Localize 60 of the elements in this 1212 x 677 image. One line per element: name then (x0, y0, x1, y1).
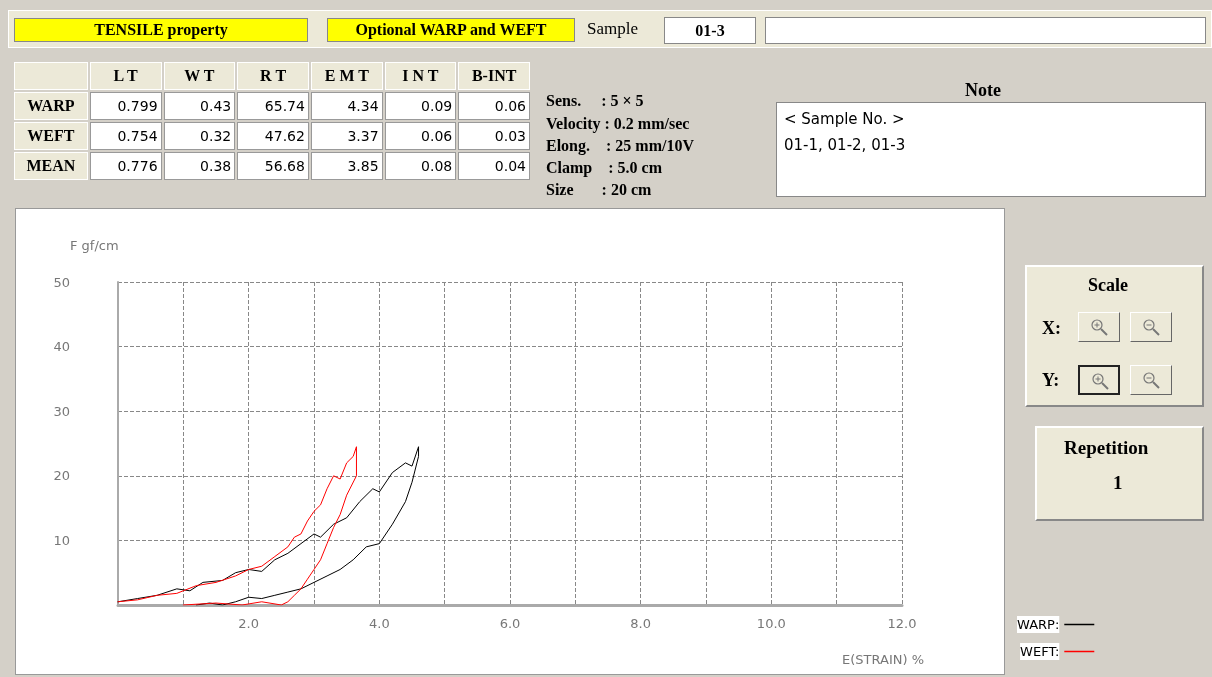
text: 0.776 (117, 158, 158, 174)
text: Repetition (1064, 437, 1149, 459)
text: 47.62 (264, 128, 305, 144)
text: Elong. : 25 mm/10V (546, 137, 694, 155)
text: 0.754 (117, 128, 158, 144)
text: 0.06 (421, 128, 453, 144)
text: 01-1, 01-2, 01-3 (784, 136, 906, 154)
text: Velocity : 0.2 mm/sec (546, 115, 690, 133)
text: 65.74 (264, 98, 305, 114)
category-label: R T (237, 62, 309, 90)
y-axis-title: F gf/cm (70, 238, 119, 253)
x-tick-label: 6.0 (499, 616, 521, 631)
category-label: WARP (27, 97, 75, 114)
text: Note (965, 80, 1001, 101)
x-tick-label: 12.0 (887, 616, 917, 631)
y-tick-label: 40 (53, 339, 70, 355)
text: Optional WARP and WEFT (327, 18, 575, 42)
text: 56.68 (264, 158, 305, 174)
category-label: E M T (310, 62, 383, 90)
text: Sens. : 5 × 5 (546, 92, 644, 110)
x-tick-label: 4.0 (368, 616, 390, 631)
category-label: W T (163, 62, 236, 90)
text: Clamp : 5.0 cm (546, 159, 662, 177)
text: 0.799 (117, 98, 158, 114)
y-tick-label: 20 (53, 468, 70, 484)
text: X: (1042, 318, 1061, 339)
category-label: WEFT (27, 127, 75, 144)
text: 0.03 (494, 128, 526, 144)
category-label: MEAN (26, 157, 76, 174)
text: 0.43 (200, 98, 232, 114)
text: < Sample No. > (784, 110, 905, 128)
text: 0.04 (494, 158, 526, 174)
legend-label: WARP: (1016, 617, 1060, 632)
text: 4.34 (347, 98, 379, 114)
x-axis-title: E(STRAIN) % (842, 652, 924, 667)
text: 3.37 (347, 128, 379, 144)
text: TENSILE property (14, 18, 308, 42)
y-tick-label: 10 (53, 532, 70, 548)
y-tick-label: 30 (53, 403, 70, 419)
text: Y: (1042, 370, 1060, 391)
text: 0.06 (494, 98, 526, 114)
category-label: I N T (384, 62, 457, 90)
x-tick-label: 2.0 (238, 616, 260, 631)
legend-label: WEFT: (1020, 644, 1060, 659)
text: 0.32 (200, 128, 232, 144)
category-label: L T (89, 62, 162, 90)
line-series (117, 446, 357, 606)
text: 0.38 (200, 158, 232, 174)
y-tick-label: 50 (53, 274, 70, 290)
text: Size : 20 cm (546, 181, 652, 199)
x-tick-label: 10.0 (756, 616, 786, 631)
text: 0.09 (421, 98, 453, 114)
x-tick-label: 8.0 (630, 616, 652, 631)
text: Sample (587, 19, 638, 39)
text: 3.85 (347, 158, 379, 174)
text: 01-3 (664, 17, 756, 44)
category-label: B-INT (458, 62, 530, 90)
text: 1 (1113, 472, 1123, 494)
text: 0.08 (421, 158, 453, 174)
text: Scale (1088, 275, 1128, 296)
